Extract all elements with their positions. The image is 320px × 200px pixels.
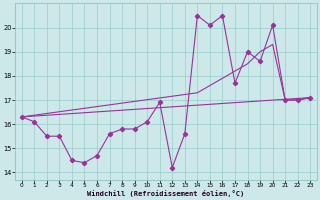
X-axis label: Windchill (Refroidissement éolien,°C): Windchill (Refroidissement éolien,°C): [87, 190, 244, 197]
